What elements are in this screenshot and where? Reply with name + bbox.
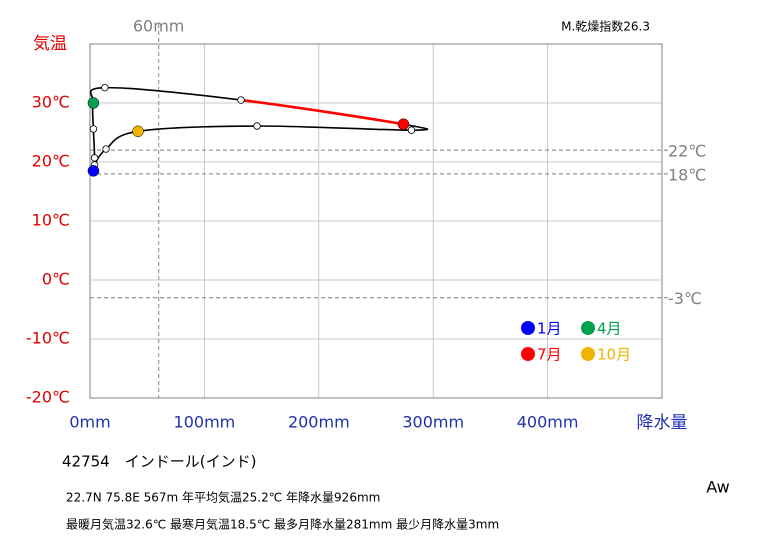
- reference-label: 18℃: [668, 165, 706, 184]
- info-line: 最暖月気温32.6℃ 最寒月気温18.5℃ 最多月降水量281mm 最少月降水量…: [66, 517, 499, 532]
- info-line: 22.7N 75.8E 567m 年平均気温25.2℃ 年降水量926mm: [66, 490, 380, 505]
- month-point: [407, 126, 416, 134]
- index-note: M.乾燥指数26.3: [561, 19, 650, 34]
- reference-label: 22℃: [668, 142, 706, 161]
- station-name: 42754 インドール(インド): [62, 453, 256, 471]
- month-point: [101, 83, 109, 92]
- legend-marker: [521, 321, 535, 335]
- legend-label: 1月: [537, 320, 562, 338]
- legend-label: 4月: [597, 320, 622, 338]
- month-point: [102, 145, 110, 153]
- y-tick-label: -20℃: [26, 388, 70, 407]
- legend-marker: [521, 347, 535, 361]
- month-point: [89, 125, 98, 133]
- x-tick-label: 100mm: [174, 413, 236, 432]
- plot-border: [89, 43, 663, 399]
- highlight-point: [87, 165, 100, 177]
- y-axis-title: 気温: [33, 34, 67, 54]
- y-tick-label: -10℃: [26, 329, 70, 348]
- legend-label: 7月: [537, 346, 562, 364]
- x-tick-label: 0mm: [69, 413, 110, 432]
- legend-label: 10月: [597, 346, 631, 364]
- highlight-point: [132, 125, 144, 138]
- legend-marker: [581, 347, 595, 361]
- highlight-segment: [240, 98, 404, 126]
- y-tick-label: 10℃: [32, 211, 70, 230]
- y-tick-label: 0℃: [42, 270, 70, 289]
- highlight-point: [87, 97, 100, 109]
- x-tick-label: 300mm: [402, 413, 464, 432]
- y-tick-label: 30℃: [32, 93, 70, 112]
- y-tick-label: 20℃: [32, 152, 70, 171]
- month-point: [253, 122, 261, 130]
- legend-marker: [581, 321, 595, 335]
- month-point: [90, 154, 99, 162]
- reference-label: -3℃: [668, 289, 702, 308]
- month-point: [237, 96, 245, 104]
- climate-class: Aw: [706, 478, 729, 497]
- highlight-point: [397, 118, 410, 130]
- reference-label: 60mm: [133, 17, 185, 36]
- x-tick-label: 200mm: [288, 413, 350, 432]
- x-axis-title: 降水量: [637, 413, 688, 433]
- x-tick-label: 400mm: [517, 413, 579, 432]
